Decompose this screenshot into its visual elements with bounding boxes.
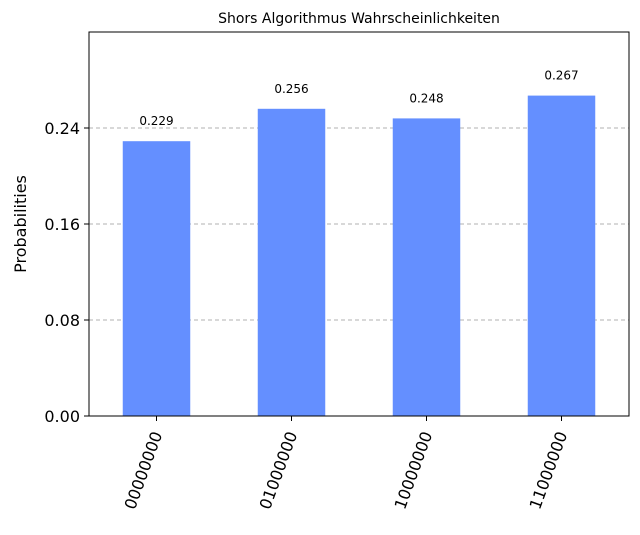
chart-title: Shors Algorithmus Wahrscheinlichkeiten [218, 11, 500, 27]
y-tick-label: 0.08 [44, 311, 80, 330]
x-tick-label: 00000000 [121, 429, 167, 512]
x-tick-label: 11000000 [526, 429, 572, 512]
data-label: 0.248 [409, 91, 443, 105]
y-tick-label: 0.16 [44, 215, 80, 234]
bar [392, 118, 461, 417]
y-tick-label: 0.00 [44, 407, 80, 426]
data-label: 0.267 [544, 69, 578, 83]
x-tick-label: 10000000 [391, 429, 437, 512]
bars [122, 95, 596, 417]
bar [257, 108, 326, 417]
data-label: 0.256 [274, 82, 308, 96]
y-axis-label: Probabilities [11, 175, 30, 273]
y-tick-label: 0.24 [44, 119, 80, 138]
data-label: 0.229 [139, 114, 173, 128]
bar [527, 95, 596, 416]
bar [122, 141, 191, 416]
x-axis-ticks: 00000000 01000000 10000000 11000000 [121, 416, 572, 512]
data-labels: 0.229 0.256 0.248 0.267 [139, 69, 578, 129]
y-axis-ticks: 0.00 0.08 0.16 0.24 [44, 119, 89, 426]
x-tick-label: 01000000 [256, 429, 302, 512]
